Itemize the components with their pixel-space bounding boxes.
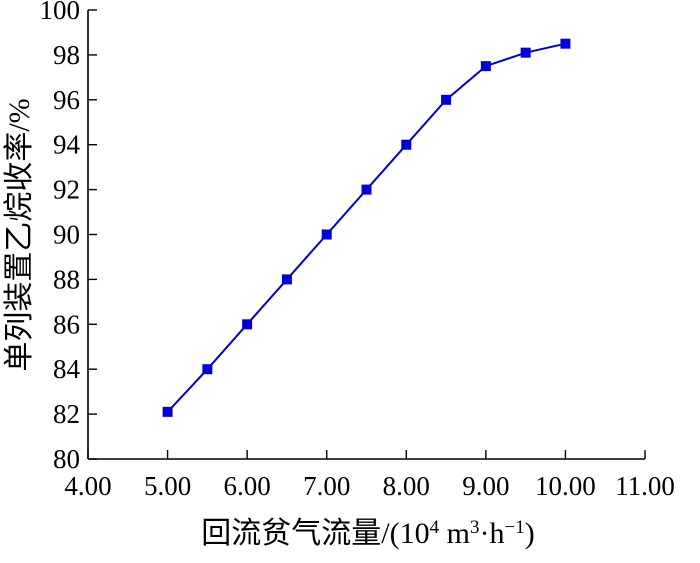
data-point [520,47,531,58]
data-point [321,229,332,240]
y-axis-ticks: 80 82 84 86 88 90 92 94 96 98 100 [40,0,97,474]
x-tick-label: 5.00 [144,471,191,501]
data-point [560,38,571,49]
y-tick-label: 100 [40,0,81,25]
x-tick-label: 6.00 [224,471,271,501]
data-point [480,61,491,72]
y-tick-label: 88 [53,264,80,294]
data-point [281,274,292,285]
x-tick-label: 11.00 [615,471,675,501]
y-axis-title: 单列装置乙烷收率/% [3,98,36,371]
y-tick-label: 90 [53,220,80,250]
y-tick-label: 92 [53,175,80,205]
data-point [401,139,412,150]
y-tick-label: 84 [53,354,81,384]
x-axis-ticks: 4.00 5.00 6.00 7.00 8.00 9.00 10.00 11.00 [64,450,675,501]
y-tick-label: 98 [53,40,80,70]
data-point [361,184,372,195]
y-tick-label: 96 [53,85,80,115]
x-tick-label: 4.00 [64,471,111,501]
x-tick-label: 8.00 [383,471,430,501]
y-tick-label: 86 [53,309,80,339]
data-point [162,406,173,417]
data-point [242,319,253,330]
y-tick-label: 94 [53,130,81,160]
x-axis-title: 回流贫气流量/(104 m3·h−1) [201,517,534,551]
data-markers [162,38,571,417]
y-tick-label: 80 [53,444,80,474]
series-line [166,42,566,413]
x-tick-label: 9.00 [462,471,509,501]
x-tick-label: 10.00 [535,471,596,501]
y-tick-label: 82 [53,399,80,429]
data-point [202,364,213,375]
x-tick-label: 7.00 [303,471,350,501]
data-point [441,94,452,105]
